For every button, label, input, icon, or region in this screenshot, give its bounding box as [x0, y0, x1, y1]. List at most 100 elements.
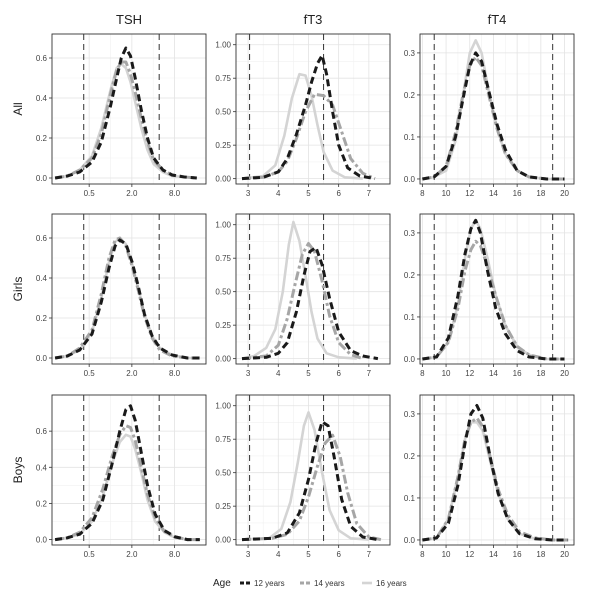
y-tick-label: 0.1: [404, 494, 416, 503]
y-tick-label: 1.00: [215, 41, 231, 50]
series-line-12-years: [422, 51, 565, 181]
y-tick-label: 0.50: [215, 469, 231, 478]
series-line-16-years: [241, 411, 369, 541]
row-title: All: [11, 102, 25, 115]
series-line-14-years: [422, 239, 565, 361]
x-tick-label: 7: [367, 369, 372, 378]
y-tick-label: 0.4: [36, 463, 48, 472]
series-line-16-years: [241, 220, 357, 360]
series-line-16-years: [241, 72, 363, 180]
x-tick-label: 0.5: [84, 369, 96, 378]
panel-background: [420, 395, 574, 545]
y-tick-label: 0.2: [404, 452, 416, 461]
y-tick-label: 0.0: [404, 355, 416, 364]
x-tick-label: 8: [420, 189, 425, 198]
panel-border: [235, 213, 391, 365]
column-title: TSH: [116, 12, 142, 27]
x-tick-label: 12: [465, 550, 474, 559]
panel-girls-ft4: 8 10 12 14 16 18 20 0.0 0.1 0.2 0.3: [404, 213, 575, 378]
x-tick-label: 16: [513, 189, 522, 198]
y-tick-label: 0.00: [215, 175, 231, 184]
panel-border: [419, 394, 575, 546]
panel-boys-ft3: 3 4 5 6 7 0.00 0.25 0.50 0.75 1.00: [215, 394, 391, 559]
series-line-12-years: [54, 238, 200, 360]
y-tick-label: 0.0: [404, 175, 416, 184]
y-tick-label: 0.2: [36, 314, 48, 323]
x-tick-label: 8: [420, 550, 425, 559]
y-tick-label: 0.0: [36, 354, 48, 363]
x-tick-label: 3: [246, 369, 251, 378]
panel-all-ft3: 3 4 5 6 7 0.00 0.25 0.50 0.75 1.00 fT3: [215, 12, 391, 198]
panel-background: [52, 214, 206, 364]
panel-border: [51, 394, 207, 546]
x-tick-label: 4: [276, 550, 281, 559]
y-tick-label: 0.3: [404, 49, 416, 58]
x-tick-label: 4: [276, 369, 281, 378]
y-tick-label: 0.25: [215, 502, 231, 511]
series-line-12-years: [241, 246, 379, 361]
y-tick-label: 0.2: [404, 271, 416, 280]
y-tick-label: 0.00: [215, 536, 231, 545]
x-tick-label: 18: [536, 369, 545, 378]
panel-boys-tsh: 0.5 2.0 8.0 0.0 0.2 0.4 0.6 Boys: [11, 394, 207, 559]
legend-item: 12 years: [240, 579, 285, 588]
panel-girls-tsh: 0.5 2.0 8.0 0.0 0.2 0.4 0.6 Girls: [11, 213, 207, 378]
y-tick-label: 0.2: [36, 499, 48, 508]
panel-all-tsh: 0.5 2.0 8.0 0.0 0.2 0.4 0.6 TSH All: [11, 12, 207, 198]
panel-border: [419, 213, 575, 365]
x-tick-label: 6: [336, 189, 341, 198]
series-line-12-years: [54, 46, 197, 180]
x-tick-label: 20: [560, 550, 569, 559]
y-tick-label: 0.75: [215, 254, 231, 263]
panel-border: [51, 33, 207, 185]
x-tick-label: 14: [489, 189, 498, 198]
column-title: fT3: [304, 12, 323, 27]
y-tick-label: 0.6: [36, 54, 48, 63]
x-tick-label: 2.0: [126, 550, 138, 559]
panel-background: [420, 214, 574, 364]
row-title: Girls: [11, 277, 25, 302]
panel-girls-ft3: 3 4 5 6 7 0.00 0.25 0.50 0.75 1.00: [215, 213, 391, 378]
panel-background: [52, 395, 206, 545]
x-tick-label: 20: [560, 189, 569, 198]
x-tick-label: 14: [489, 550, 498, 559]
y-tick-label: 0.3: [404, 410, 416, 419]
x-tick-label: 6: [336, 369, 341, 378]
row-title: Boys: [11, 457, 25, 484]
legend-label: 16 years: [376, 579, 407, 588]
x-tick-label: 20: [560, 369, 569, 378]
y-tick-label: 1.00: [215, 221, 231, 230]
x-tick-label: 10: [442, 369, 451, 378]
panel-border: [235, 394, 391, 546]
series-line-12-years: [241, 420, 379, 542]
y-tick-label: 0.2: [404, 91, 416, 100]
x-tick-label: 7: [367, 550, 372, 559]
y-tick-label: 0.25: [215, 141, 231, 150]
x-tick-label: 7: [367, 189, 372, 198]
x-tick-label: 2.0: [126, 369, 138, 378]
series-line-12-years: [54, 404, 200, 542]
x-tick-label: 4: [276, 189, 281, 198]
y-tick-label: 0.75: [215, 74, 231, 83]
legend-title: Age: [213, 578, 231, 589]
series-line-12-years: [241, 53, 376, 181]
x-tick-label: 16: [513, 550, 522, 559]
panel-border: [419, 33, 575, 185]
series-line-14-years: [54, 424, 200, 542]
x-tick-label: 8: [420, 369, 425, 378]
x-tick-label: 8.0: [169, 550, 181, 559]
legend-label: 14 years: [314, 579, 345, 588]
panel-border: [51, 213, 207, 365]
x-tick-label: 5: [306, 369, 311, 378]
x-tick-label: 3: [246, 189, 251, 198]
y-tick-label: 0.50: [215, 108, 231, 117]
x-tick-label: 10: [442, 189, 451, 198]
y-tick-label: 0.0: [36, 536, 48, 545]
panel-boys-ft4: 8 10 12 14 16 18 20 0.0 0.1 0.2 0.3: [404, 394, 575, 559]
x-tick-label: 14: [489, 369, 498, 378]
panel-border: [235, 33, 391, 185]
y-tick-label: 0.6: [36, 427, 48, 436]
y-tick-label: 0.4: [36, 274, 48, 283]
x-tick-label: 18: [536, 550, 545, 559]
